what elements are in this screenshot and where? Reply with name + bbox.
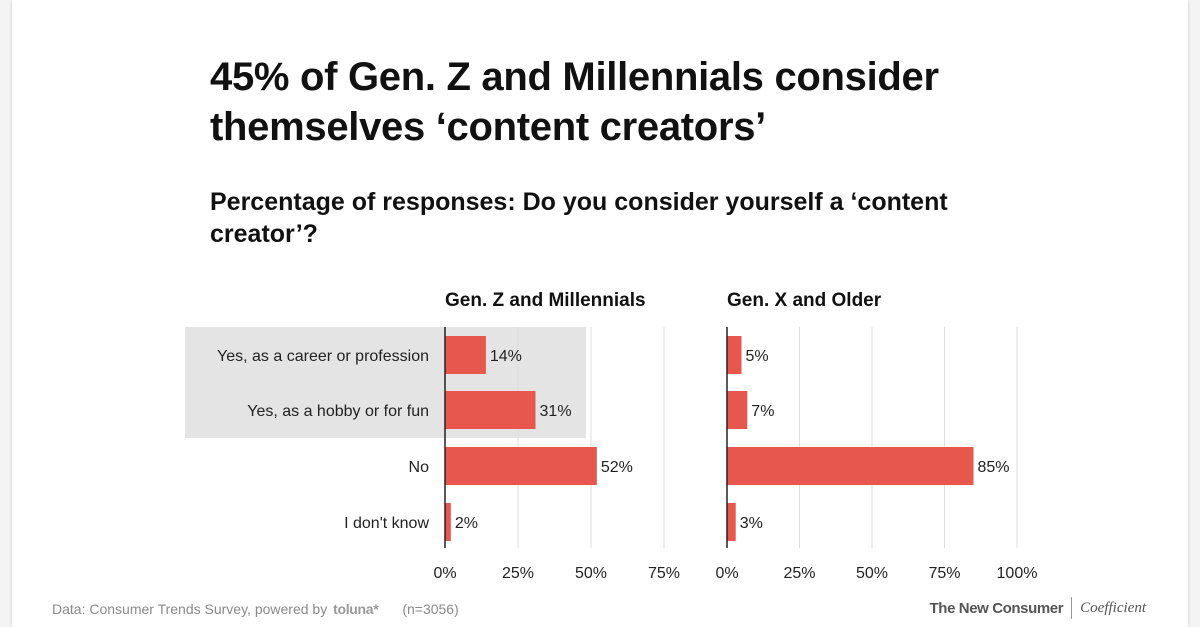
bar bbox=[445, 391, 536, 429]
tick-label: 0% bbox=[715, 565, 738, 582]
bar bbox=[727, 447, 974, 485]
value-label: 85% bbox=[978, 459, 1010, 476]
bar bbox=[445, 503, 451, 541]
panel-title: Gen. Z and Millennials bbox=[445, 290, 646, 311]
category-label: Yes, as a hobby or for fun bbox=[247, 403, 429, 420]
category-label: Yes, as a career or profession bbox=[217, 348, 429, 365]
chart-subtitle: Percentage of responses: Do you consider… bbox=[210, 188, 948, 248]
coefficient-logo: Coefficient bbox=[1080, 599, 1146, 616]
bar bbox=[445, 447, 597, 485]
data-source: Data: Consumer Trends Survey, powered by… bbox=[52, 601, 459, 617]
tick-label: 50% bbox=[856, 565, 888, 582]
bar bbox=[727, 391, 748, 429]
value-label: 31% bbox=[540, 403, 572, 420]
tick-label: 50% bbox=[575, 565, 607, 582]
toluna-logo: toluna* bbox=[333, 601, 379, 617]
bar bbox=[727, 336, 742, 374]
bar-chart-panels: Yes, as a career or profession Yes, as a … bbox=[185, 290, 1038, 582]
chart-card: 45% of Gen. Z and Millennials consider t… bbox=[12, 0, 1188, 627]
value-label: 52% bbox=[601, 459, 633, 476]
publisher-logos: The New Consumer Coefficient bbox=[930, 597, 1146, 619]
logo-divider bbox=[1071, 597, 1073, 619]
value-label: 2% bbox=[455, 515, 478, 532]
value-label: 14% bbox=[490, 348, 522, 365]
bar bbox=[445, 336, 486, 374]
category-label: I don't know bbox=[344, 515, 429, 532]
category-label: No bbox=[409, 459, 430, 476]
tick-label: 75% bbox=[648, 565, 680, 582]
value-label: 3% bbox=[740, 515, 763, 532]
value-label: 5% bbox=[746, 348, 769, 365]
tick-label: 25% bbox=[502, 565, 534, 582]
tick-label: 100% bbox=[997, 565, 1038, 582]
bar bbox=[727, 503, 736, 541]
sample-size: (n=3056) bbox=[402, 601, 459, 617]
chart-title: 45% of Gen. Z and Millennials consider t… bbox=[210, 55, 939, 149]
tick-label: 75% bbox=[928, 565, 960, 582]
tick-label: 0% bbox=[433, 565, 456, 582]
panel-title: Gen. X and Older bbox=[727, 290, 882, 311]
tick-label: 25% bbox=[783, 565, 815, 582]
source-text: Data: Consumer Trends Survey, powered by bbox=[52, 601, 328, 617]
the-new-consumer-logo: The New Consumer bbox=[929, 599, 1064, 617]
value-label: 7% bbox=[751, 403, 774, 420]
